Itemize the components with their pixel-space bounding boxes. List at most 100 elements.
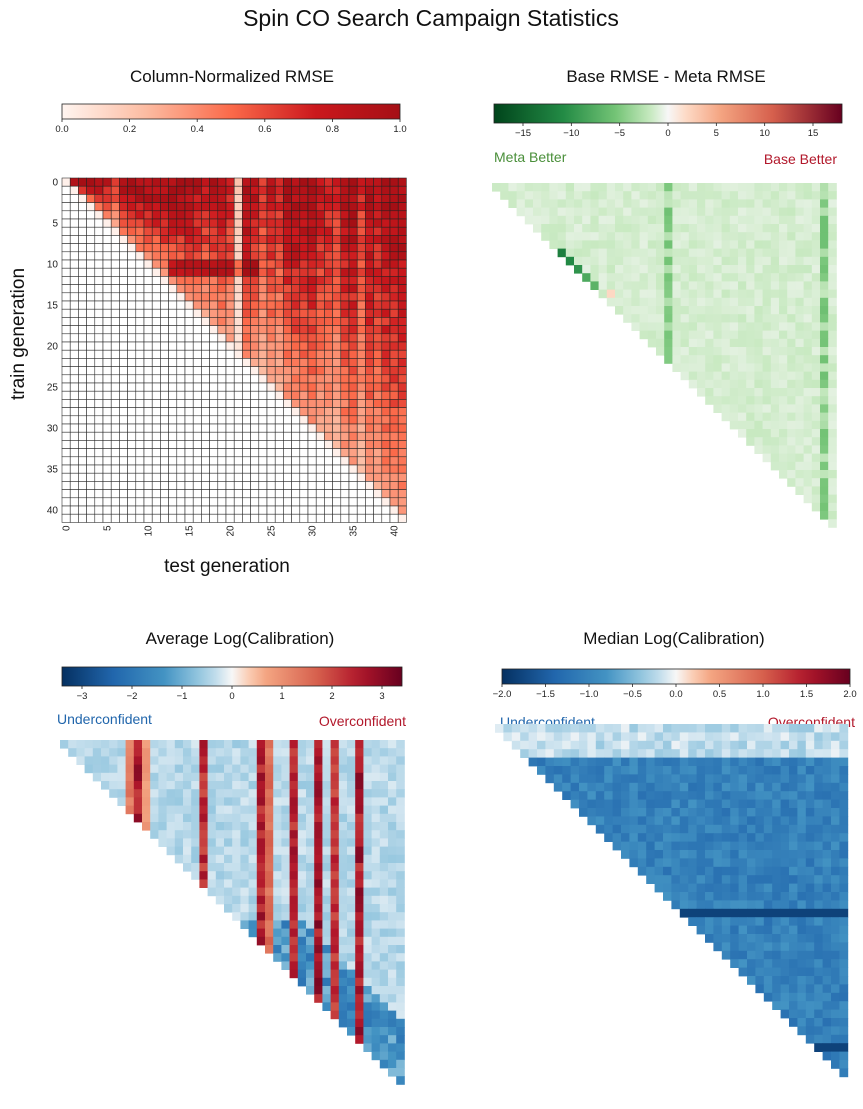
diff-cell bbox=[820, 191, 829, 200]
diff-cell bbox=[803, 232, 813, 241]
median-cal-cell bbox=[772, 925, 781, 935]
rmse-cell bbox=[307, 308, 317, 318]
median-cal-cell bbox=[688, 900, 697, 910]
rmse-cell bbox=[381, 456, 391, 466]
avg-cal-cell bbox=[240, 920, 249, 929]
median-cal-cell bbox=[831, 732, 840, 742]
median-cal-cell bbox=[839, 799, 849, 809]
colorbar-median-cal-tick-label: −1.5 bbox=[536, 689, 555, 700]
rmse-masked-cell bbox=[225, 358, 235, 367]
rmse-masked-cell bbox=[61, 292, 71, 302]
avg-cal-cell bbox=[215, 813, 225, 823]
avg-cal-cell bbox=[314, 871, 323, 880]
diff-cell bbox=[738, 281, 747, 290]
diff-cell bbox=[606, 273, 616, 282]
median-cal-cell bbox=[831, 883, 840, 893]
rmse-cell bbox=[397, 226, 407, 236]
rmse-masked-cell bbox=[160, 358, 169, 367]
avg-cal-cell bbox=[338, 928, 348, 938]
rmse-cell bbox=[192, 276, 202, 285]
colorbar-rmse-tick-label: 1.0 bbox=[393, 124, 406, 135]
rmse-masked-cell bbox=[225, 374, 235, 384]
avg-cal-cell bbox=[371, 1010, 381, 1020]
rmse-cell bbox=[397, 481, 407, 490]
avg-cal-cell bbox=[174, 797, 184, 806]
avg-cal-cell bbox=[125, 789, 135, 798]
median-cal-cell bbox=[654, 841, 664, 851]
diff-cell bbox=[770, 281, 780, 290]
median-cal-cell bbox=[629, 791, 639, 800]
rmse-masked-cell bbox=[86, 399, 96, 408]
median-cal-cell bbox=[780, 992, 790, 1002]
diff-cell bbox=[508, 191, 517, 200]
rmse-masked-cell bbox=[201, 407, 210, 417]
rmse-masked-cell bbox=[102, 464, 112, 474]
median-cal-cell bbox=[562, 749, 571, 758]
rmse-cell bbox=[299, 251, 309, 261]
rmse-masked-cell bbox=[61, 267, 71, 277]
median-cal-cell bbox=[705, 757, 714, 767]
avg-cal-cell bbox=[265, 920, 274, 929]
rmse-masked-cell bbox=[110, 366, 120, 376]
diff-cell bbox=[811, 478, 821, 487]
rmse-cell bbox=[332, 300, 342, 310]
median-cal-cell bbox=[528, 732, 538, 742]
diff-cell bbox=[795, 404, 804, 413]
rmse-masked-cell bbox=[86, 382, 96, 392]
avg-cal-cell bbox=[379, 854, 389, 864]
median-cal-cell bbox=[831, 1018, 840, 1027]
median-cal-cell bbox=[637, 833, 647, 842]
rmse-masked-cell bbox=[201, 513, 210, 523]
avg-cal-cell bbox=[174, 756, 184, 765]
avg-cal-cell bbox=[256, 863, 266, 872]
rmse-masked-cell bbox=[233, 415, 243, 425]
avg-cal-cell bbox=[248, 756, 258, 765]
avg-cal-cell bbox=[256, 920, 266, 929]
diff-cell bbox=[803, 191, 813, 200]
diff-cell bbox=[795, 420, 804, 430]
median-cal-cell bbox=[688, 850, 697, 859]
median-cal-cell bbox=[713, 833, 723, 842]
median-cal-cell bbox=[663, 858, 672, 868]
rmse-masked-cell bbox=[119, 358, 128, 367]
rmse-cell bbox=[389, 382, 399, 392]
rmse-masked-cell bbox=[332, 464, 342, 474]
diff-cell bbox=[697, 215, 706, 225]
diff-cell bbox=[811, 297, 821, 307]
median-cal-cell bbox=[705, 749, 714, 758]
avg-cal-cell bbox=[306, 895, 315, 905]
median-cal-cell bbox=[805, 732, 815, 742]
diff-cell bbox=[688, 289, 698, 299]
avg-cal-cell bbox=[224, 830, 233, 839]
rmse-masked-cell bbox=[102, 497, 112, 507]
rmse-cell bbox=[242, 317, 251, 326]
rmse-cell bbox=[127, 210, 137, 220]
avg-cal-cell bbox=[174, 740, 184, 749]
avg-cal-cell bbox=[388, 904, 397, 913]
median-cal-cell bbox=[612, 799, 622, 809]
diff-cell bbox=[639, 314, 649, 323]
rmse-cell bbox=[201, 267, 210, 277]
rmse-cell bbox=[365, 202, 374, 212]
avg-cal-cell bbox=[215, 887, 225, 897]
diff-cell bbox=[688, 297, 698, 307]
diff-cell bbox=[582, 199, 591, 208]
diff-cell bbox=[828, 445, 837, 454]
diff-cell bbox=[738, 347, 747, 356]
diff-cell bbox=[820, 470, 829, 479]
avg-cal-cell bbox=[338, 977, 348, 987]
diff-cell bbox=[820, 322, 829, 331]
median-cal-cell bbox=[696, 858, 706, 868]
median-cal-cell bbox=[537, 749, 546, 758]
rmse-masked-cell bbox=[102, 284, 112, 294]
median-cal-cell bbox=[688, 757, 697, 767]
rmse-masked-cell bbox=[217, 399, 227, 408]
diff-cell bbox=[565, 199, 575, 208]
rmse-cell bbox=[258, 185, 268, 195]
rmse-masked-cell bbox=[258, 456, 268, 466]
rmse-masked-cell bbox=[78, 251, 87, 261]
avg-cal-cell bbox=[289, 904, 299, 913]
rmse-cell bbox=[332, 185, 342, 195]
rmse-cell bbox=[307, 259, 317, 269]
rmse-cell bbox=[365, 308, 374, 318]
